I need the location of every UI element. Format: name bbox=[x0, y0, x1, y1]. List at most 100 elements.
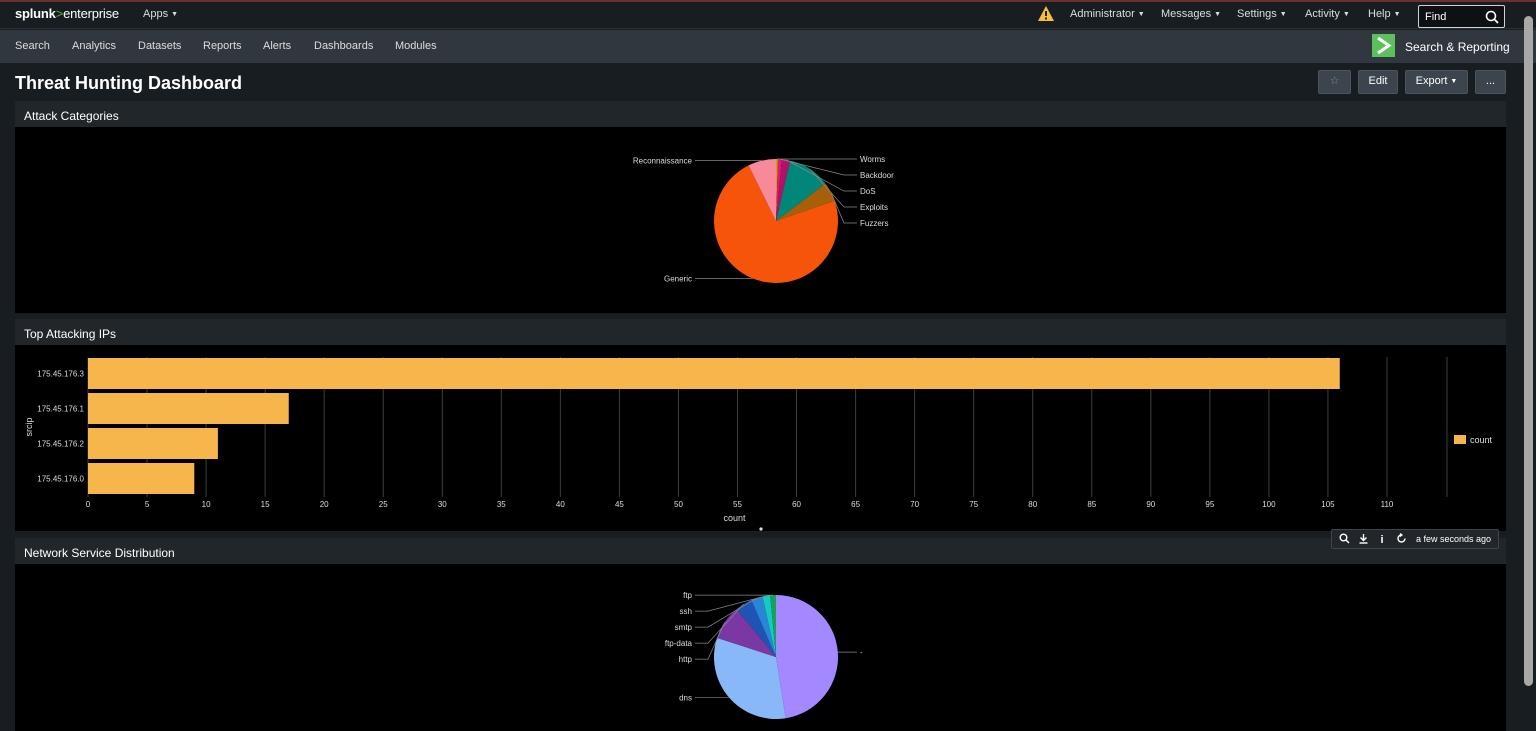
x-tick-label: 85 bbox=[1087, 500, 1096, 509]
top-attacking-ips-bar-chart: 0 5 10 15 20 25 30 35 40 45 50 55 60 65 70 75 80 85 90 95 10… bbox=[24, 357, 1493, 531]
legend-swatch bbox=[1454, 435, 1466, 444]
x-tick-label: 95 bbox=[1205, 500, 1214, 509]
app-icon bbox=[1372, 34, 1395, 57]
x-tick-label: 15 bbox=[261, 500, 270, 509]
panel-title: Top Attacking IPs bbox=[24, 327, 117, 341]
top-attacking-ips-panel: Top Attacking IPs 0 5 10 15 20 25 30 35 40 45 50 55… bbox=[15, 319, 1506, 531]
chevron-right-icon bbox=[1377, 36, 1392, 55]
nav-analytics[interactable]: Analytics bbox=[72, 40, 117, 52]
administrator-menu[interactable]: Administrator ▼ bbox=[1070, 8, 1145, 20]
logo-separator: > bbox=[55, 6, 64, 21]
y-axis-title: srcip bbox=[24, 417, 34, 436]
open-in-search-icon[interactable] bbox=[1337, 533, 1351, 547]
dashboard-title: Threat Hunting Dashboard bbox=[15, 73, 243, 93]
settings-menu[interactable]: Settings ▼ bbox=[1237, 8, 1287, 20]
panel-header: Network Service Distribution bbox=[15, 538, 1506, 564]
pie-label-ssh: ssh bbox=[680, 607, 692, 616]
pie-leader-line bbox=[809, 168, 857, 208]
bar-175-45-176-3 bbox=[88, 358, 1340, 389]
x-tick-label: 30 bbox=[438, 500, 447, 509]
download-icon[interactable] bbox=[1356, 533, 1370, 547]
edit-button[interactable]: Edit bbox=[1358, 70, 1398, 94]
caret-down-icon: ▼ bbox=[1393, 11, 1401, 18]
pie-slice-backdoor bbox=[776, 159, 782, 221]
splunk-top-bar: splunk>enterprise Apps ▼ Administrator ▼ M… bbox=[0, 2, 1536, 29]
export-button-label: Export bbox=[1415, 75, 1448, 87]
pie-slice-dash bbox=[776, 595, 839, 719]
pie-slice-fuzzers bbox=[776, 183, 835, 221]
apps-menu[interactable]: Apps ▼ bbox=[143, 8, 178, 20]
y-tick-label: 175.45.176.0 bbox=[37, 475, 84, 484]
help-menu[interactable]: Help ▼ bbox=[1368, 8, 1401, 20]
pie-leader-line bbox=[695, 595, 767, 612]
caret-down-icon: ▼ bbox=[1137, 11, 1145, 18]
help-menu-label: Help bbox=[1368, 8, 1391, 20]
logo-product: enterprise bbox=[63, 6, 119, 21]
y-tick-label: 175.45.176.2 bbox=[37, 440, 84, 449]
x-tick-label: 70 bbox=[910, 500, 919, 509]
y-tick-label: 175.45.176.3 bbox=[37, 370, 84, 379]
caret-down-icon: ▼ bbox=[1214, 11, 1222, 18]
nav-datasets[interactable]: Datasets bbox=[138, 40, 182, 52]
apps-menu-label: Apps bbox=[143, 8, 169, 20]
pie-slice-reconnaissance bbox=[748, 159, 776, 221]
panel-title: Network Service Distribution bbox=[24, 546, 175, 560]
x-tick-label: 20 bbox=[320, 500, 329, 509]
pie-slice-ftp-data bbox=[736, 600, 776, 657]
nav-search[interactable]: Search bbox=[15, 40, 50, 52]
more-button[interactable]: ... bbox=[1475, 70, 1506, 94]
panel-header: Attack Categories bbox=[15, 101, 1506, 127]
x-tick-label: 105 bbox=[1321, 500, 1335, 509]
refresh-icon[interactable] bbox=[1394, 533, 1408, 547]
pie-slice-dns bbox=[713, 637, 786, 720]
page-scrollbar[interactable] bbox=[1524, 16, 1533, 686]
pie-label-http: http bbox=[679, 655, 693, 664]
search-icon[interactable] bbox=[1485, 10, 1499, 24]
y-tick-label: 175.45.176.1 bbox=[37, 405, 84, 414]
settings-menu-label: Settings bbox=[1237, 8, 1277, 20]
x-tick-label: 55 bbox=[733, 500, 742, 509]
network-service-panel: Network Service Distribution - ftp ssh smtp… bbox=[15, 538, 1506, 731]
pie-leader-line bbox=[695, 603, 744, 644]
window-top-border bbox=[0, 0, 1536, 2]
pie-slice-smtp bbox=[751, 596, 776, 657]
export-button[interactable]: Export ▼ bbox=[1405, 70, 1468, 94]
nav-dashboards[interactable]: Dashboards bbox=[314, 40, 374, 52]
pie-label-dns: dns bbox=[679, 693, 692, 702]
panel-header: Top Attacking IPs bbox=[15, 319, 1506, 345]
app-bar: Search Analytics Datasets Reports Alerts… bbox=[0, 30, 1536, 63]
pie-leader-line bbox=[785, 159, 857, 192]
pie-label-fuzzers: Fuzzers bbox=[860, 219, 888, 228]
caret-down-icon: ▼ bbox=[171, 11, 179, 18]
caret-down-icon: ▼ bbox=[1450, 78, 1458, 85]
favorite-button[interactable]: ☆ bbox=[1318, 70, 1351, 94]
info-icon[interactable]: i bbox=[1380, 534, 1384, 546]
messages-menu-label: Messages bbox=[1161, 8, 1212, 20]
pie-label-dash: - bbox=[860, 648, 863, 657]
pie-slice-worms bbox=[776, 159, 778, 221]
x-tick-label: 90 bbox=[1146, 500, 1155, 509]
messages-menu[interactable]: Messages ▼ bbox=[1161, 8, 1221, 20]
find-input[interactable] bbox=[1425, 9, 1485, 24]
x-tick-label: 35 bbox=[497, 500, 506, 509]
x-tick-label: 60 bbox=[792, 500, 801, 509]
nav-alerts[interactable]: Alerts bbox=[263, 40, 292, 52]
legend-label: count bbox=[1470, 435, 1493, 445]
warning-icon[interactable] bbox=[1038, 6, 1054, 21]
splunk-logo[interactable]: splunk>enterprise bbox=[15, 6, 119, 21]
pie-slice-ssh bbox=[762, 595, 776, 657]
activity-menu-label: Activity bbox=[1305, 8, 1340, 20]
network-service-pie-chart: - ftp ssh smtp ftp-data http dns bbox=[665, 591, 863, 720]
pie-slice-ftp bbox=[770, 595, 776, 657]
pie-slice-dos bbox=[776, 159, 791, 221]
pie-label-worms: Worms bbox=[860, 155, 885, 164]
caret-down-icon: ▼ bbox=[1342, 11, 1350, 18]
pie-label-dos: DoS bbox=[860, 187, 876, 196]
pie-label-smtp: smtp bbox=[675, 623, 693, 632]
nav-reports[interactable]: Reports bbox=[203, 40, 242, 52]
panel-toolbar: i a few seconds ago bbox=[1331, 529, 1499, 549]
nav-modules[interactable]: Modules bbox=[395, 40, 437, 52]
x-tick-label: 25 bbox=[379, 500, 388, 509]
app-name-label: Search & Reporting bbox=[1405, 40, 1510, 54]
activity-menu[interactable]: Activity ▼ bbox=[1305, 8, 1350, 20]
